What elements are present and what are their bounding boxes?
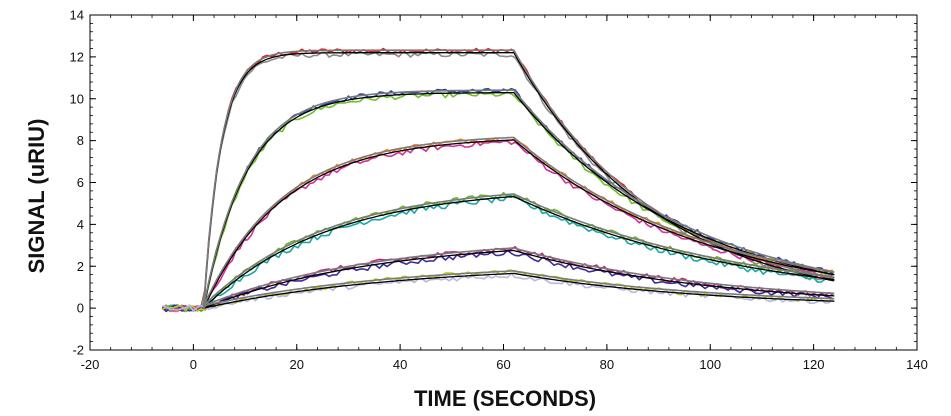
x-tick-label-4: 60 <box>496 357 510 372</box>
y-tick-label-8: 14 <box>70 8 84 23</box>
x-tick-label-5: 80 <box>600 357 614 372</box>
x-tick-label-1: 0 <box>190 357 197 372</box>
y-tick-label-4: 6 <box>77 175 84 190</box>
y-tick-label-2: 2 <box>77 259 84 274</box>
fit-curve-5-black <box>203 249 835 309</box>
fit-curve-6-gray <box>203 270 835 309</box>
x-axis-title: TIME (SECONDS) <box>414 386 596 411</box>
fit-curve-3-gray <box>202 136 835 309</box>
y-tick-label-3: 4 <box>77 217 84 232</box>
fit-curve-4-black <box>203 195 835 309</box>
x-tick-label-2: 20 <box>290 357 304 372</box>
fit-curve-5-gray <box>203 247 835 309</box>
y-tick-label-7: 12 <box>70 49 84 64</box>
fit-curve-2-black <box>203 91 835 309</box>
fit-curve-6-black <box>203 272 835 309</box>
x-tick-label-7: 120 <box>803 357 825 372</box>
x-tick-label-3: 40 <box>393 357 407 372</box>
fit-curve-3-black <box>203 139 835 309</box>
y-tick-label-5: 8 <box>77 133 84 148</box>
plot-area <box>161 47 835 313</box>
y-tick-label-6: 10 <box>70 91 84 106</box>
y-tick-label-1: 0 <box>77 301 84 316</box>
y-axis-title: SIGNAL (uRIU) <box>24 119 49 274</box>
x-tick-label-6: 100 <box>699 357 721 372</box>
data-trace-5-2 <box>161 249 834 313</box>
y-tick-label-0: -2 <box>72 343 84 358</box>
x-tick-label-8: 140 <box>906 357 928 372</box>
fit-curve-2-gray <box>202 89 835 309</box>
fit-curve-4-gray <box>202 193 835 309</box>
x-tick-label-0: -20 <box>81 357 100 372</box>
